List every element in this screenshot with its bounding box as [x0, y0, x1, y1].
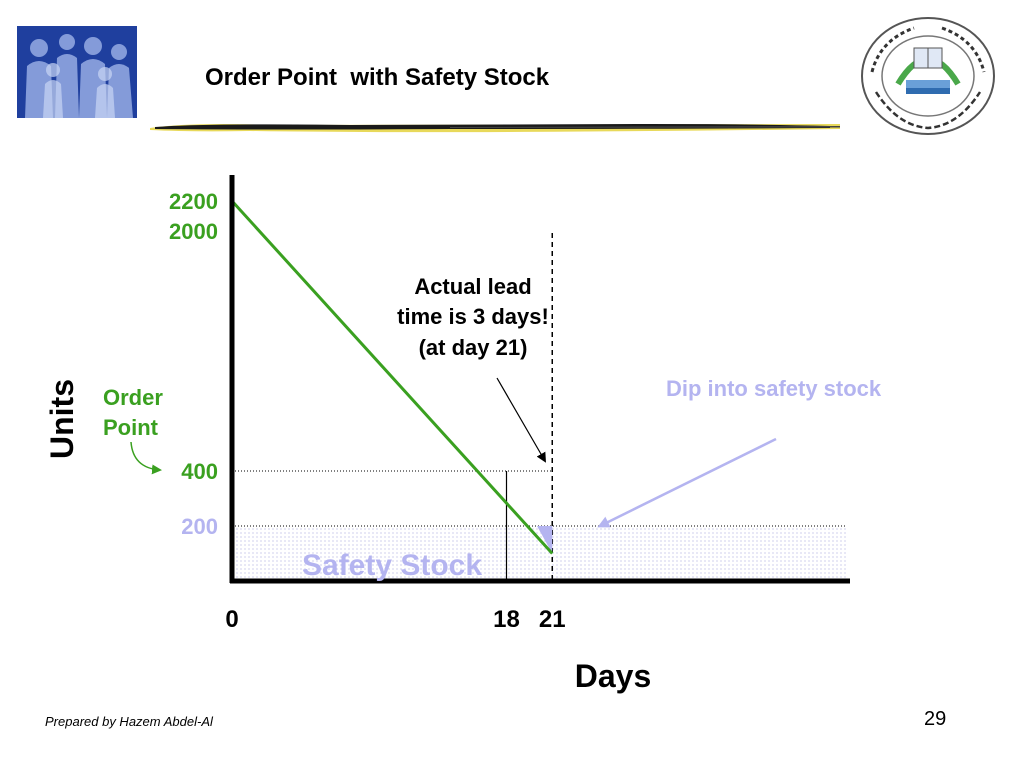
y-tick-label-2000: 2000 — [169, 219, 218, 244]
title-underline — [150, 124, 840, 133]
y-tick-label-200: 200 — [181, 514, 218, 539]
dip-into-safety-stock-label: Dip into safety stock — [666, 376, 882, 401]
order-point-label-line2: Point — [103, 415, 159, 440]
order-point-label-line1: Order — [103, 385, 163, 410]
slide-title: Order Point with Safety Stock — [205, 64, 550, 91]
safety-stock-dip-fill — [537, 526, 553, 554]
x-tick-label-21: 21 — [539, 606, 566, 633]
page-number: 29 — [924, 708, 947, 730]
x-axis-label: Days — [575, 658, 652, 694]
dip-arrow — [597, 437, 777, 528]
footer-author: Prepared by Hazem Abdel-Al — [45, 714, 213, 729]
lead-time-note-line2: time is 3 days! — [397, 304, 549, 329]
order-point-chart: 2200 2000 400 200 0 18 21 Days Units Ord… — [44, 175, 882, 694]
safety-stock-label: Safety Stock — [302, 549, 482, 582]
order-point-curved-arrow — [130, 441, 162, 475]
safety-stock-band — [232, 526, 846, 581]
people-silhouettes-logo — [17, 26, 137, 118]
lead-time-note-line1: Actual lead — [414, 274, 531, 299]
lead-time-arrow — [496, 377, 547, 463]
y-axis-label: Units — [44, 379, 80, 459]
inventory-level-line — [230, 199, 554, 555]
university-seal-logo — [861, 17, 995, 135]
lead-time-note-line3: (at day 21) — [419, 335, 528, 360]
x-tick-label-0: 0 — [225, 606, 238, 633]
y-tick-label-400: 400 — [181, 459, 218, 484]
y-tick-label-2200: 2200 — [169, 189, 218, 214]
x-tick-label-18: 18 — [493, 606, 520, 633]
